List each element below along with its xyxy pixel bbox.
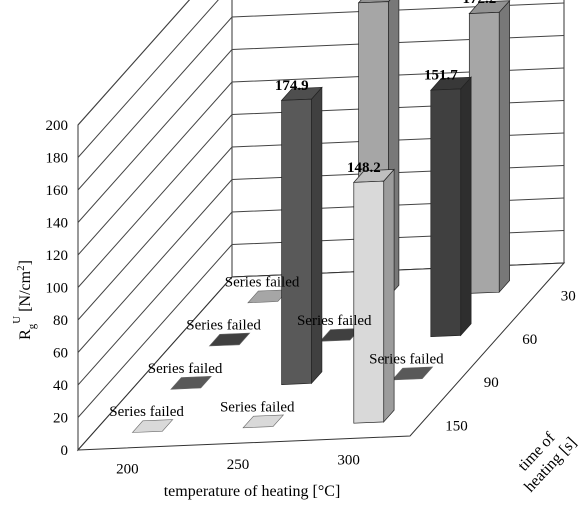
bar-front	[468, 11, 500, 294]
bar-side	[498, 0, 510, 294]
y-tick-label: 40	[53, 378, 68, 394]
x-tick-label: 300	[337, 452, 360, 468]
depth-tick-label: 30	[561, 289, 576, 305]
x-axis-title: temperature of heating [°C]	[164, 483, 341, 500]
bar	[468, 0, 511, 294]
y-axis-ticks: 0 20 40 60 80 100 120 140 160 180 200	[46, 118, 69, 459]
y-tick-label: 0	[61, 443, 69, 459]
failed-series-marker	[208, 332, 251, 347]
x-tick-label: 200	[116, 462, 139, 478]
gridline	[77, 0, 219, 158]
x-axis-ticks: 200 250 300	[116, 452, 360, 477]
y-axis-title: RgU [N/cm2]	[11, 260, 38, 340]
bar-front	[353, 180, 385, 424]
depth-tick-label: 150	[445, 418, 468, 434]
y-tick-label: 180	[46, 151, 69, 167]
y-tick-label: 120	[46, 248, 69, 264]
bar	[429, 76, 472, 338]
gridline	[77, 35, 565, 223]
bar-side	[460, 76, 472, 337]
gridline	[77, 0, 190, 126]
bar-side	[311, 86, 323, 385]
y-tick-label: 80	[53, 313, 68, 329]
failed-series-label: Series failed	[148, 361, 223, 377]
failed-series-label: Series failed	[225, 274, 300, 290]
failed-series-marker	[170, 375, 212, 390]
y-tick-label: 160	[46, 183, 69, 199]
bar	[280, 86, 323, 385]
depth-tick-label: 60	[522, 332, 537, 348]
data-labels: Series failed181.7172.2Series failedSeri…	[109, 0, 496, 420]
bar	[352, 168, 395, 424]
failed-series-label: Series failed	[220, 399, 295, 415]
bar-front	[281, 98, 312, 385]
bar-value-label: 174.9	[275, 78, 309, 94]
y-tick-label: 100	[46, 281, 69, 297]
y-tick-label: 60	[53, 346, 68, 362]
depth-axis-title: time of heating [s]	[515, 429, 580, 496]
failed-series-marker	[131, 419, 174, 433]
failed-series-label: Series failed	[109, 404, 184, 420]
bar-value-label: 172.2	[463, 0, 497, 7]
y-tick-label: 20	[53, 411, 68, 427]
bar-side	[383, 168, 395, 423]
x-tick-label: 250	[227, 457, 250, 473]
y-tick-label: 140	[46, 216, 69, 232]
failed-series-label: Series failed	[369, 351, 444, 367]
depth-tick-label: 90	[484, 375, 499, 391]
failed-series-label: Series failed	[186, 318, 261, 334]
bar-value-label: 151.7	[424, 68, 458, 84]
failed-series-marker	[242, 414, 285, 429]
y-tick-label: 200	[46, 118, 69, 134]
failed-series-marker	[391, 366, 434, 381]
depth-axis-ticks: 150 90 60 30	[445, 289, 576, 435]
bar-front	[430, 88, 462, 338]
gridline	[77, 67, 565, 256]
bar-value-label: 148.2	[347, 160, 381, 176]
gridline	[77, 2, 565, 191]
failed-series-label: Series failed	[297, 313, 372, 329]
bars	[131, 0, 511, 433]
